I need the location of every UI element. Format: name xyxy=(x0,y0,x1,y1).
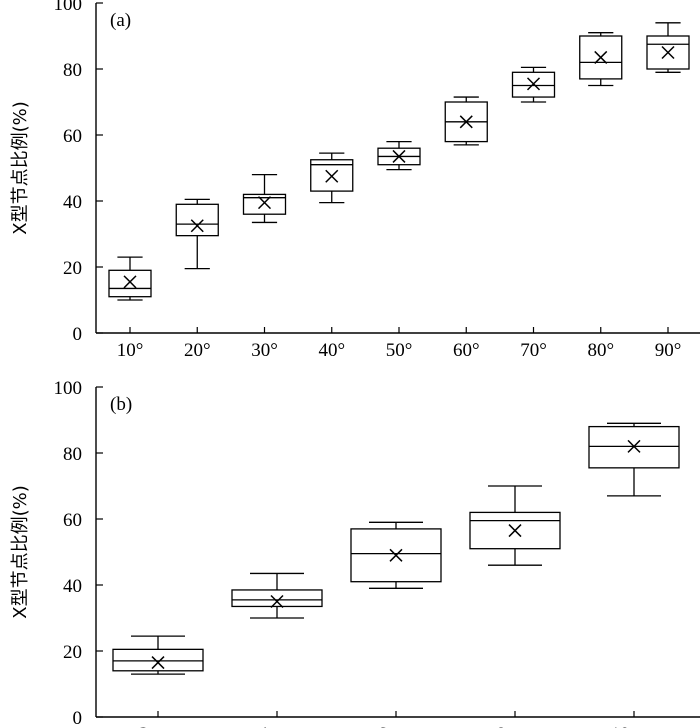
mean-marker xyxy=(526,77,541,91)
x-tick-label-a: 80° xyxy=(587,340,614,361)
box-a-3 xyxy=(242,173,287,224)
y-tick-label-b: 100 xyxy=(54,378,83,399)
panel-a: 0 20 40 60 80 100 X型节点比例(%) (a) 10° 20° 30° 40° 50° 6… xyxy=(10,0,700,361)
box-a-8 xyxy=(579,32,623,87)
mean-marker xyxy=(508,524,522,538)
y-tick-label-b: 20 xyxy=(63,642,82,663)
y-tick-label-b: 40 xyxy=(63,576,82,597)
panel-b: 0 20 40 60 80 100 X型节点比例(%) (b) 2 cm 4 cm 6 cm 8 cm… xyxy=(10,378,700,728)
mean-marker xyxy=(325,169,339,183)
x-tick-label-a: 30° xyxy=(251,340,278,361)
iqr-box xyxy=(231,589,323,608)
y-tick-label-a: 60 xyxy=(63,126,82,147)
box-a-1 xyxy=(108,256,152,301)
panel-label-a: (a) xyxy=(110,10,131,31)
mean-marker xyxy=(257,196,272,210)
x-tick-label-b: 6 cm xyxy=(377,724,415,728)
mean-marker xyxy=(459,115,473,129)
mean-marker xyxy=(389,548,403,562)
x-tick-label-b: 8 cm xyxy=(496,724,534,728)
mean-marker xyxy=(627,439,641,453)
x-tick-label-b: 2 cm xyxy=(139,724,177,728)
iqr-box xyxy=(112,648,204,672)
y-axis-label-a: X型节点比例(%) xyxy=(10,101,31,234)
mean-marker xyxy=(661,45,675,60)
box-b-2 xyxy=(231,572,323,619)
box-b-5 xyxy=(588,422,680,497)
mean-marker xyxy=(190,219,204,233)
x-tick-label-a: 90° xyxy=(655,340,682,361)
x-tick-label-a: 20° xyxy=(184,340,211,361)
box-a-5 xyxy=(377,140,421,171)
box-b-3 xyxy=(350,521,442,589)
x-tick-label-b: 10 cm xyxy=(611,724,658,728)
box-a-7 xyxy=(511,66,556,103)
x-tick-label-a: 40° xyxy=(318,340,345,361)
mean-marker xyxy=(123,275,137,289)
mean-marker xyxy=(151,656,165,670)
x-tick-label-a: 50° xyxy=(386,340,413,361)
iqr-box xyxy=(646,35,690,70)
y-tick-label-a: 0 xyxy=(73,324,83,345)
box-a-9 xyxy=(646,22,690,73)
box-b-4 xyxy=(469,485,561,566)
box-a-2 xyxy=(175,198,219,270)
y-tick-label-a: 20 xyxy=(63,258,82,279)
mean-marker xyxy=(594,50,608,64)
iqr-box xyxy=(108,269,152,298)
panel-label-b: (b) xyxy=(110,394,132,415)
box-a-6 xyxy=(444,96,488,146)
y-tick-label-a: 80 xyxy=(63,60,82,81)
y-tick-label-a: 40 xyxy=(63,192,82,213)
x-tick-label-a: 70° xyxy=(520,340,547,361)
y-axis-label-b: X型节点比例(%) xyxy=(10,485,31,618)
y-tick-label-b: 0 xyxy=(73,708,83,728)
iqr-box xyxy=(175,203,219,237)
x-tick-label-a: 60° xyxy=(453,340,480,361)
box-a-4 xyxy=(310,152,354,204)
y-tick-label-a: 100 xyxy=(54,0,83,15)
iqr-box xyxy=(242,193,287,215)
box-b-1 xyxy=(112,635,204,675)
mean-marker xyxy=(392,149,406,163)
x-tick-label-b: 4 cm xyxy=(258,724,296,728)
x-tick-label-a: 10° xyxy=(117,340,144,361)
y-tick-label-b: 60 xyxy=(63,510,82,531)
y-tick-label-b: 80 xyxy=(63,444,82,465)
mean-marker xyxy=(270,594,284,609)
